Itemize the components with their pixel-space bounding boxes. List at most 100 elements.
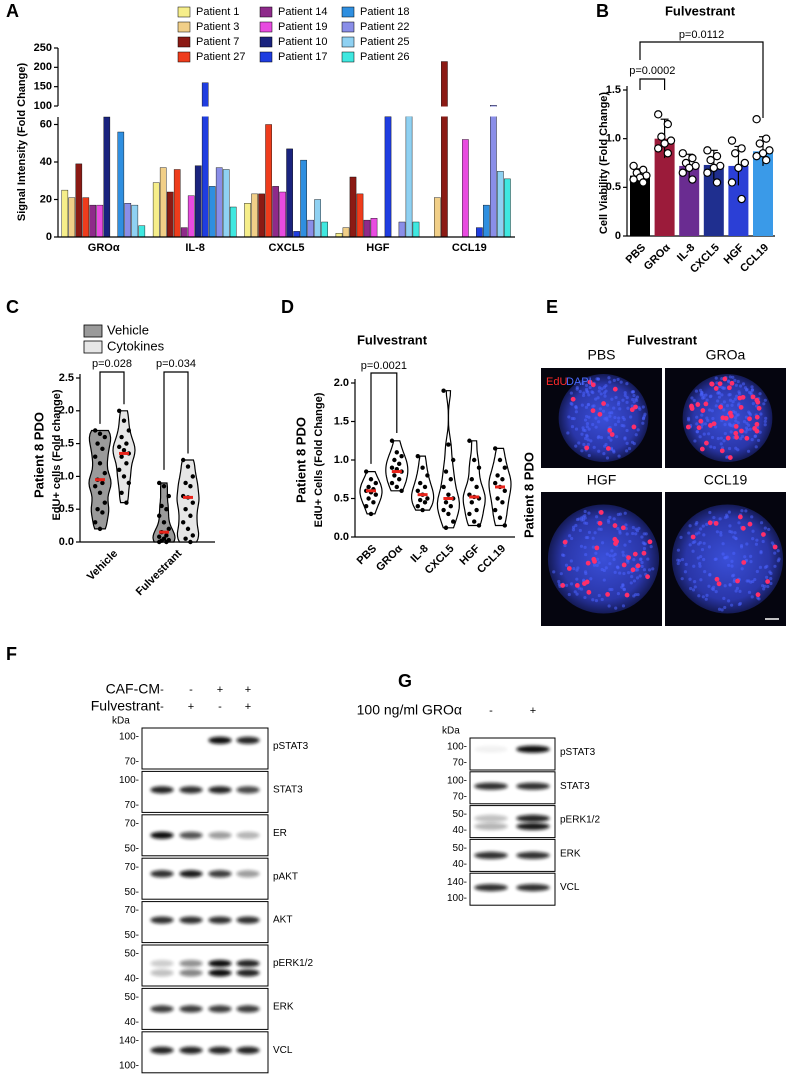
bar <box>630 175 650 236</box>
data-point <box>685 163 694 173</box>
nucleus <box>717 390 721 394</box>
nucleus <box>585 422 590 426</box>
edu-cell <box>703 401 709 407</box>
nucleus <box>705 522 709 526</box>
band <box>150 870 174 878</box>
nucleus <box>608 411 612 415</box>
bar <box>279 191 286 238</box>
legend-label: Cytokines <box>107 338 165 353</box>
nucleus <box>717 607 722 611</box>
data-point <box>446 442 451 447</box>
bar <box>490 105 497 238</box>
y-tick-label: 60 <box>40 118 52 130</box>
edu-cell <box>626 555 631 560</box>
nucleus <box>634 433 638 437</box>
bar <box>300 159 307 238</box>
nucleus <box>592 563 597 567</box>
edu-cell <box>704 440 709 446</box>
bar <box>384 116 392 238</box>
bar <box>215 167 223 238</box>
edu-cell <box>754 414 760 420</box>
nucleus <box>722 439 726 443</box>
nucleus <box>580 403 584 407</box>
nucleus <box>715 530 719 534</box>
nucleus <box>583 509 587 514</box>
nucleus <box>688 524 692 528</box>
bar <box>173 169 181 238</box>
nucleus <box>747 590 752 594</box>
band <box>208 786 232 794</box>
bar <box>96 204 104 238</box>
data-point <box>124 441 129 446</box>
legend-label: Patient 25 <box>360 36 410 48</box>
data-point <box>124 461 129 466</box>
marker-label: 70- <box>125 818 139 829</box>
nucleus <box>708 408 712 412</box>
bar <box>180 227 188 238</box>
nucleus <box>626 406 630 410</box>
edu-cell <box>645 574 650 580</box>
stain-label: DAPI <box>566 376 592 388</box>
nucleus <box>608 587 612 592</box>
marker-label: 70- <box>453 791 467 802</box>
nucleus <box>694 522 698 526</box>
nucleus <box>725 555 729 559</box>
bar <box>265 124 272 238</box>
x-tick-label: CXCL5 <box>268 242 304 254</box>
nucleus <box>575 577 579 581</box>
nucleus <box>637 406 641 410</box>
y-axis-label: EdU+ Cells (Fold Change) <box>313 392 325 527</box>
legend-label: Patient 10 <box>278 36 328 48</box>
y-tick-label: 250 <box>34 42 52 54</box>
nucleus <box>705 416 709 420</box>
nucleus <box>625 532 629 536</box>
data-point <box>159 503 164 509</box>
y-tick-label: 0.5 <box>59 503 74 515</box>
nucleus <box>707 545 712 549</box>
nucleus <box>705 398 709 402</box>
nucleus <box>643 412 647 416</box>
nucleus <box>761 583 765 588</box>
nucleus <box>615 435 619 439</box>
bar <box>434 197 441 238</box>
nucleus <box>616 377 620 382</box>
edu-cell <box>765 579 771 584</box>
nucleus <box>732 579 736 584</box>
condition-sign: - <box>160 701 164 713</box>
nucleus <box>595 557 600 561</box>
nucleus <box>584 552 588 557</box>
band <box>150 969 174 977</box>
bar <box>398 221 406 238</box>
annotation: p=0.0112 <box>679 29 724 41</box>
bar <box>314 199 321 238</box>
blot-label: pAKT <box>273 871 298 882</box>
nucleus <box>730 530 734 534</box>
bar <box>229 206 237 238</box>
data-point <box>100 446 105 452</box>
data-point <box>183 507 188 512</box>
edu-cell <box>601 401 607 406</box>
nucleus <box>699 578 703 582</box>
nucleus <box>579 516 584 520</box>
nucleus <box>583 545 587 549</box>
bar <box>159 167 167 238</box>
nucleus <box>770 541 774 545</box>
nucleus <box>625 396 629 400</box>
nucleus <box>730 603 734 607</box>
edu-cell <box>698 418 704 424</box>
data-point <box>441 484 446 490</box>
nucleus <box>580 432 584 436</box>
edu-cell <box>620 525 626 531</box>
nucleus <box>597 389 601 393</box>
nucleus <box>745 579 749 583</box>
data-point <box>688 153 697 163</box>
nucleus <box>638 574 642 578</box>
nucleus <box>695 422 699 426</box>
nucleus <box>621 398 625 402</box>
nucleus <box>599 527 603 531</box>
nucleus <box>603 391 607 395</box>
x-tick-label: IL-8 <box>185 242 205 254</box>
nucleus <box>758 430 762 434</box>
nucleus <box>632 400 636 404</box>
edu-cell <box>597 411 603 417</box>
